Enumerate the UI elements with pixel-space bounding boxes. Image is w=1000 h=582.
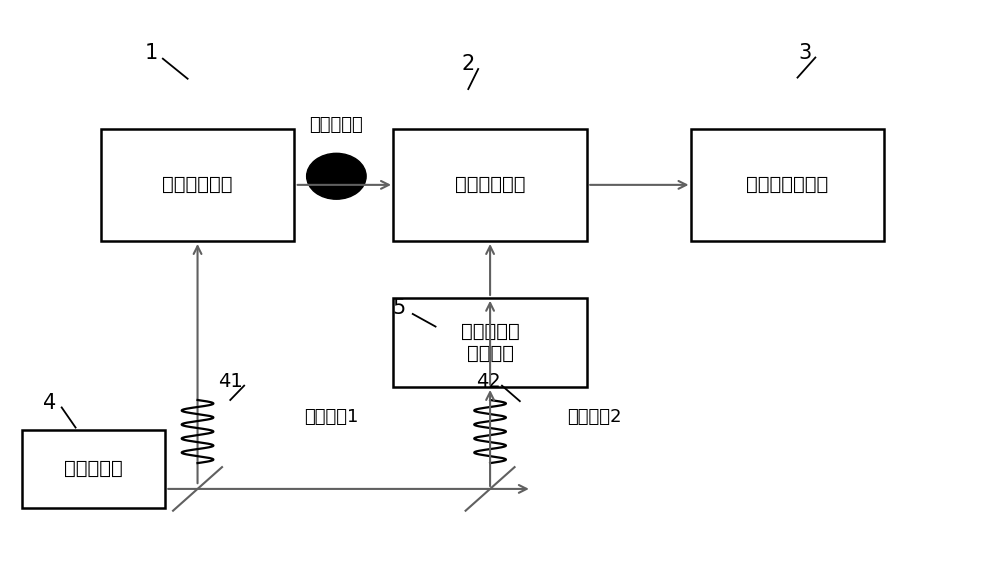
Text: 激光调制系统: 激光调制系统 bbox=[455, 175, 525, 194]
Text: 42: 42 bbox=[476, 372, 500, 391]
Text: 超快激光2: 超快激光2 bbox=[567, 408, 621, 426]
Text: 4: 4 bbox=[43, 393, 56, 413]
Text: 超快激光器: 超快激光器 bbox=[64, 459, 123, 478]
Text: 5: 5 bbox=[392, 298, 405, 318]
Text: 3: 3 bbox=[799, 43, 812, 63]
Bar bbox=[101, 129, 294, 241]
Bar bbox=[393, 298, 587, 387]
Bar bbox=[691, 129, 884, 241]
Text: 超快激光1: 超快激光1 bbox=[304, 408, 359, 426]
Text: 脉冲展宽与
分束系统: 脉冲展宽与 分束系统 bbox=[461, 322, 519, 363]
Text: 2: 2 bbox=[462, 54, 475, 74]
Text: 高能电子束: 高能电子束 bbox=[310, 116, 363, 134]
Ellipse shape bbox=[307, 153, 366, 199]
Text: 太赫兹辐射系统: 太赫兹辐射系统 bbox=[746, 175, 829, 194]
Text: 41: 41 bbox=[218, 372, 243, 391]
Bar bbox=[393, 129, 587, 241]
Text: 1: 1 bbox=[144, 43, 158, 63]
Text: 紧凑型注入器: 紧凑型注入器 bbox=[162, 175, 233, 194]
Bar bbox=[22, 430, 165, 508]
